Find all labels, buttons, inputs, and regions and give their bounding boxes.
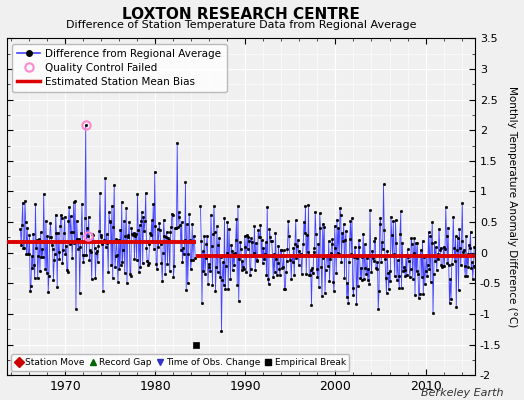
Text: Berkeley Earth: Berkeley Earth bbox=[421, 388, 503, 398]
Legend: Station Move, Record Gap, Time of Obs. Change, Empirical Break: Station Move, Record Gap, Time of Obs. C… bbox=[12, 354, 350, 371]
Text: Difference of Station Temperature Data from Regional Average: Difference of Station Temperature Data f… bbox=[66, 20, 416, 30]
Title: LOXTON RESEARCH CENTRE: LOXTON RESEARCH CENTRE bbox=[122, 7, 360, 22]
Y-axis label: Monthly Temperature Anomaly Difference (°C): Monthly Temperature Anomaly Difference (… bbox=[507, 86, 517, 328]
